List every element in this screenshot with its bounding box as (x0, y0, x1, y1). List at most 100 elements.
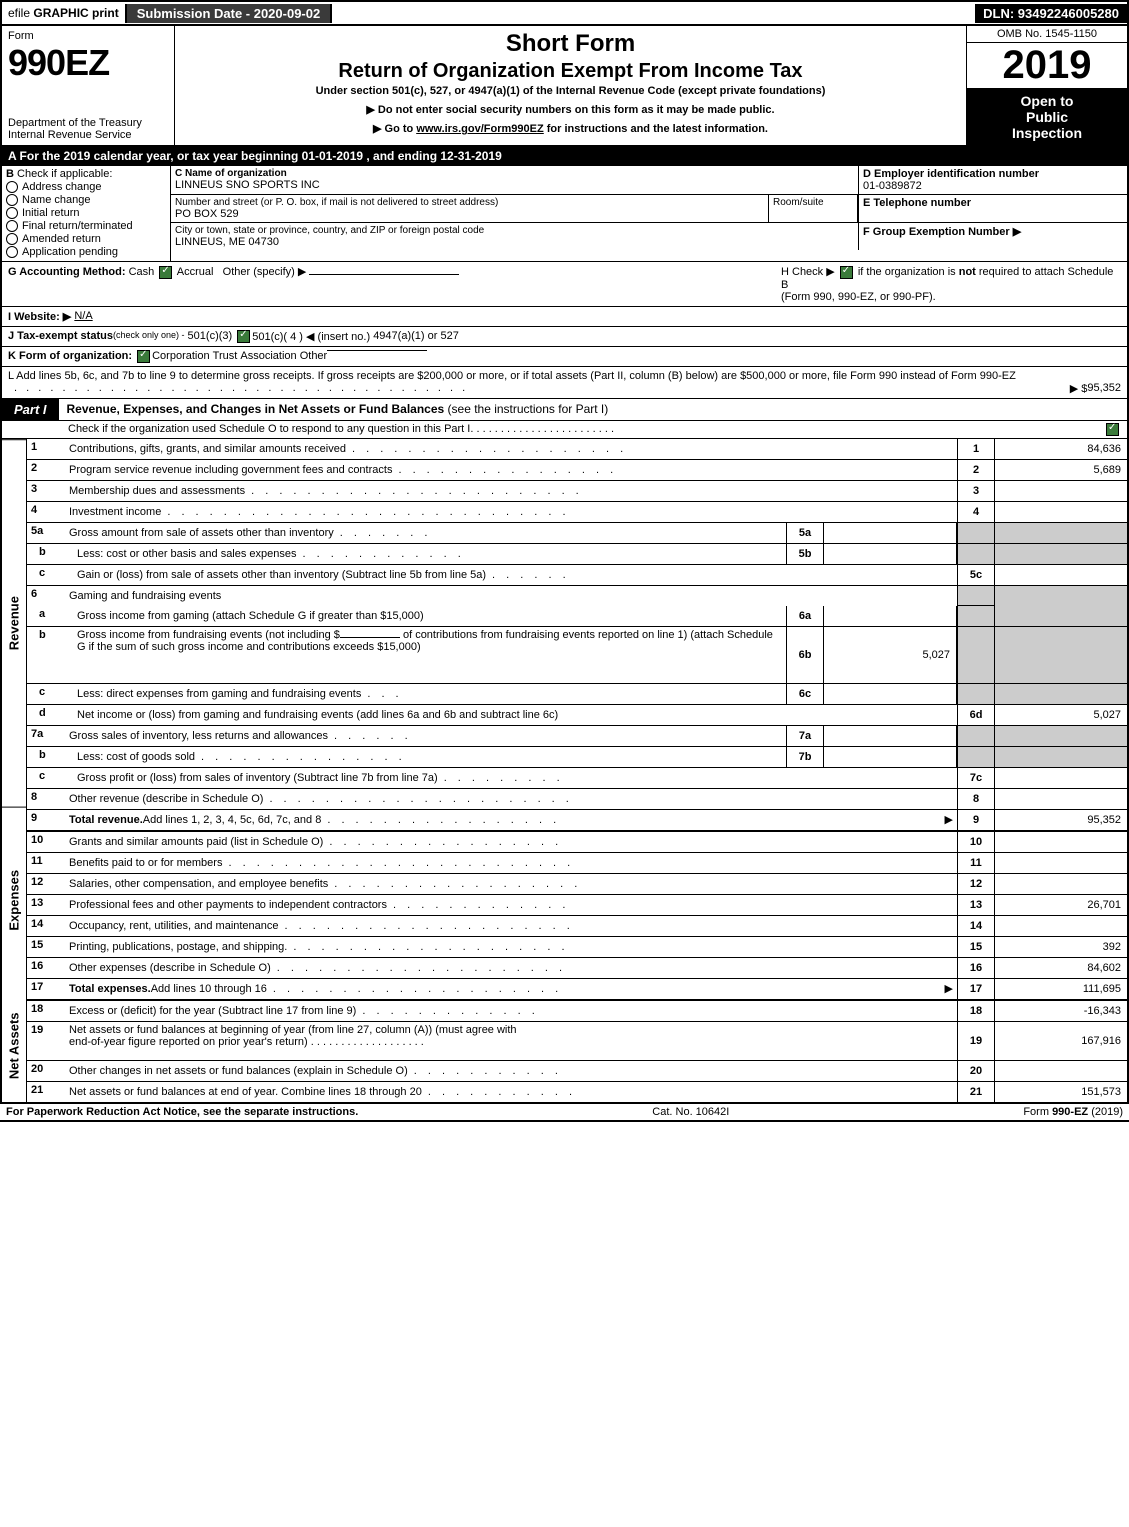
val-7c (995, 768, 1127, 788)
line-5b: b Less: cost or other basis and sales ex… (27, 544, 1127, 565)
line-j: J Tax-exempt status (check only one) - 5… (0, 327, 1129, 347)
irs-link[interactable]: www.irs.gov/Form990EZ (416, 123, 543, 135)
val-8 (995, 789, 1127, 809)
under-section: Under section 501(c), 527, or 4947(a)(1)… (185, 85, 956, 97)
side-tabs: Revenue Expenses Net Assets (2, 439, 27, 1102)
line-1: 1 Contributions, gifts, grants, and simi… (27, 439, 1127, 460)
page-footer: For Paperwork Reduction Act Notice, see … (0, 1104, 1129, 1122)
city: LINNEUS, ME 04730 (175, 236, 854, 248)
header-left: Form 990EZ Department of the Treasury In… (2, 26, 174, 145)
val-6d: 5,027 (995, 705, 1127, 725)
line-16: 16 Other expenses (describe in Schedule … (27, 958, 1127, 979)
side-expenses: Expenses (2, 807, 26, 992)
line-a: A For the 2019 calendar year, or tax yea… (0, 147, 1129, 166)
line-11: 11 Benefits paid to or for members. . . … (27, 853, 1127, 874)
val-5a (824, 523, 957, 543)
note-no-ssn: ▶ Do not enter social security numbers o… (185, 103, 956, 116)
val-16: 84,602 (995, 958, 1127, 978)
val-9: 95,352 (995, 810, 1127, 830)
note-goto: ▶ Go to www.irs.gov/Form990EZ for instru… (185, 122, 956, 135)
submission-date: Submission Date - 2020-09-02 (125, 4, 333, 23)
cat-no: Cat. No. 10642I (358, 1106, 1023, 1118)
dln: DLN: 93492246005280 (975, 4, 1127, 23)
line-7c: c Gross profit or (loss) from sales of i… (27, 768, 1127, 789)
column-b: B Check if applicable: Address change Na… (2, 166, 171, 261)
form-label: Form (8, 30, 168, 42)
val-17: 111,695 (995, 979, 1127, 999)
header-right: OMB No. 1545-1150 2019 Open to Public In… (967, 26, 1127, 145)
val-2: 5,689 (995, 460, 1127, 480)
cb-schedule-o[interactable] (1106, 423, 1119, 436)
org-name: LINNEUS SNO SPORTS INC (175, 179, 854, 191)
val-20 (995, 1061, 1127, 1081)
line-12: 12 Salaries, other compensation, and emp… (27, 874, 1127, 895)
header-center: Short Form Return of Organization Exempt… (174, 26, 967, 145)
val-18: -16,343 (995, 1001, 1127, 1021)
omb-number: OMB No. 1545-1150 (967, 26, 1127, 43)
line-3: 3 Membership dues and assessments. . . .… (27, 481, 1127, 502)
form-number: 990EZ (8, 42, 168, 84)
cb-final-return[interactable]: Final return/terminated (6, 220, 166, 232)
topbar: efile GRAPHIC print Submission Date - 20… (0, 0, 1129, 26)
cb-address-change[interactable]: Address change (6, 181, 166, 193)
line-2: 2 Program service revenue including gove… (27, 460, 1127, 481)
val-19: 167,916 (995, 1022, 1127, 1060)
line-l: L Add lines 5b, 6c, and 7b to line 9 to … (0, 367, 1129, 399)
paperwork-notice: For Paperwork Reduction Act Notice, see … (6, 1106, 358, 1118)
val-6a (824, 606, 957, 626)
line-20: 20 Other changes in net assets or fund b… (27, 1061, 1127, 1082)
line-5a: 5a Gross amount from sale of assets othe… (27, 523, 1127, 544)
line-17: 17 Total expenses. Add lines 10 through … (27, 979, 1127, 1001)
cb-initial-return[interactable]: Initial return (6, 207, 166, 219)
return-title: Return of Organization Exempt From Incom… (185, 60, 956, 83)
val-11 (995, 853, 1127, 873)
line-18: 18 Excess or (deficit) for the year (Sub… (27, 1001, 1127, 1022)
line-15: 15 Printing, publications, postage, and … (27, 937, 1127, 958)
side-net-assets: Net Assets (2, 991, 26, 1101)
val-7b (824, 747, 957, 767)
line-13: 13 Professional fees and other payments … (27, 895, 1127, 916)
val-7a (824, 726, 957, 746)
val-14 (995, 916, 1127, 936)
val-6c (824, 684, 957, 704)
telephone-block: E Telephone number (858, 195, 1127, 222)
line-7b: b Less: cost of goods sold. . . . . . . … (27, 747, 1127, 768)
part1-table: Revenue Expenses Net Assets 1 Contributi… (0, 439, 1129, 1104)
part1-tab: Part I (2, 399, 59, 420)
side-revenue: Revenue (2, 439, 26, 807)
street-block: Number and street (or P. O. box, if mail… (171, 195, 769, 222)
column-cdef: C Name of organization LINNEUS SNO SPORT… (171, 166, 1127, 261)
cb-accrual[interactable] (159, 266, 172, 279)
val-1: 84,636 (995, 439, 1127, 459)
cb-amended-return[interactable]: Amended return (6, 233, 166, 245)
line-6b: b Gross income from fundraising events (… (27, 627, 1127, 684)
department: Department of the Treasury Internal Reve… (8, 117, 168, 141)
cb-corporation[interactable] (137, 350, 150, 363)
val-3 (995, 481, 1127, 501)
part1-title: Revenue, Expenses, and Changes in Net As… (59, 400, 1127, 418)
cb-schedule-b[interactable] (840, 266, 853, 279)
part1-check-o: Check if the organization used Schedule … (0, 421, 1129, 439)
val-15: 392 (995, 937, 1127, 957)
group-exemption: F Group Exemption Number ▶ (859, 223, 1127, 250)
line-6a: a Gross income from gaming (attach Sched… (27, 606, 1127, 627)
street: PO BOX 529 (175, 208, 764, 220)
cb-name-change[interactable]: Name change (6, 194, 166, 206)
cb-501c[interactable] (237, 330, 250, 343)
val-6b: 5,027 (824, 627, 957, 683)
cb-application-pending[interactable]: Application pending (6, 246, 166, 258)
val-10 (995, 832, 1127, 852)
city-block: City or town, state or province, country… (171, 223, 859, 250)
website: N/A (74, 310, 92, 322)
form-header: Form 990EZ Department of the Treasury In… (0, 26, 1129, 147)
line-8: 8 Other revenue (describe in Schedule O)… (27, 789, 1127, 810)
line-19: 19 Net assets or fund balances at beginn… (27, 1022, 1127, 1061)
line-10: 10 Grants and similar amounts paid (list… (27, 832, 1127, 853)
line-h: H Check ▶ if the organization is not req… (781, 265, 1121, 303)
line-i: I Website: ▶ N/A (0, 307, 1129, 327)
val-5c (995, 565, 1127, 585)
line-9: 9 Total revenue. Add lines 1, 2, 3, 4, 5… (27, 810, 1127, 832)
tax-year: 2019 (967, 43, 1127, 89)
line-14: 14 Occupancy, rent, utilities, and maint… (27, 916, 1127, 937)
line-6d: d Net income or (loss) from gaming and f… (27, 705, 1127, 726)
